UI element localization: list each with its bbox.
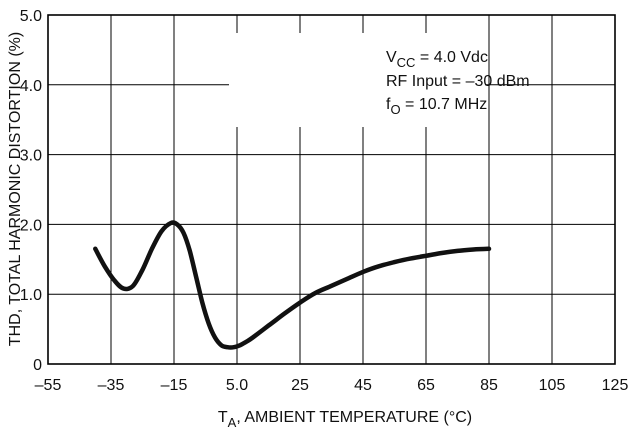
y-tick-label: 1.0 bbox=[20, 287, 42, 304]
plot-frame bbox=[47, 14, 616, 365]
x-tick-label: –35 bbox=[98, 377, 125, 394]
y-tick-label: 3.0 bbox=[20, 148, 42, 165]
y-tick-labels: 0 1.0 2.0 3.0 4.0 5.0 bbox=[20, 8, 42, 374]
y-tick-label: 0 bbox=[33, 357, 42, 374]
x-tick-labels: –55 –35 –15 5.0 25 45 65 85 105 125 bbox=[35, 377, 628, 394]
x-axis-title: TA, AMBIENT TEMPERATURE (°C) bbox=[218, 409, 472, 430]
thd-curve bbox=[93, 220, 492, 350]
x-tick-label: –15 bbox=[161, 377, 188, 394]
thd-series bbox=[93, 220, 492, 350]
annotation-vcc: VCC = 4.0 Vdc bbox=[386, 49, 488, 70]
y-tick-label: 5.0 bbox=[20, 8, 42, 25]
x-tick-label: 65 bbox=[417, 377, 435, 394]
y-axis-title: THD, TOTAL HARMONIC DISTORTION (%) bbox=[7, 32, 24, 346]
x-tick-label: –55 bbox=[35, 377, 62, 394]
x-tick-label: 85 bbox=[480, 377, 498, 394]
annotation-rf-input: RF Input = –30 dBm bbox=[386, 73, 530, 90]
y-tick-label: 2.0 bbox=[20, 217, 42, 234]
annotation-box bbox=[229, 33, 485, 127]
x-tick-label: 105 bbox=[539, 377, 566, 394]
x-tick-label: 25 bbox=[291, 377, 309, 394]
x-tick-label: 45 bbox=[354, 377, 372, 394]
y-tick-label: 4.0 bbox=[20, 78, 42, 95]
annotation-fo: fO = 10.7 MHz bbox=[386, 96, 487, 117]
x-tick-label: 5.0 bbox=[226, 377, 248, 394]
x-tick-label: 125 bbox=[602, 377, 628, 394]
